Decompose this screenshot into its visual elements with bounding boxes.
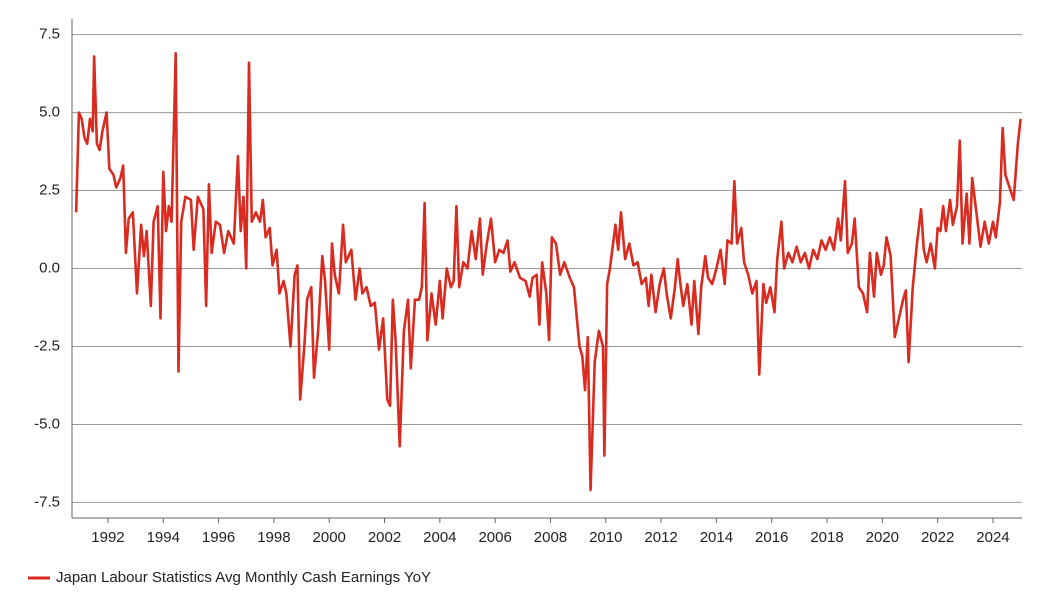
x-tick-label: 2024 — [976, 529, 1009, 546]
line-series — [74, 52, 1022, 492]
x-tick-label: 1992 — [91, 529, 124, 546]
y-tick-label: 0.0 — [39, 259, 60, 276]
x-tick-label: 1996 — [202, 529, 235, 546]
y-tick-label: -7.5 — [34, 493, 60, 510]
x-tick-label: 2004 — [423, 529, 456, 546]
x-tick-label: 2020 — [866, 529, 899, 546]
legend-label: Japan Labour Statistics Avg Monthly Cash… — [56, 569, 431, 586]
x-tick-label: 2014 — [700, 529, 733, 546]
y-tick-label: -5.0 — [34, 415, 60, 432]
x-tick-label: 2016 — [755, 529, 788, 546]
x-tick-label: 2008 — [534, 529, 567, 546]
x-tick-label: 2006 — [478, 529, 511, 546]
x-tick-label: 2012 — [644, 529, 677, 546]
x-tick-label: 2002 — [368, 529, 401, 546]
x-tick-label: 2010 — [589, 529, 622, 546]
y-tick-label: 5.0 — [39, 104, 60, 121]
x-tick-label: 2000 — [313, 529, 346, 546]
x-tick-label: 2018 — [810, 529, 843, 546]
y-tick-label: 7.5 — [39, 26, 60, 43]
x-tick-label: 1994 — [147, 529, 180, 546]
y-tick-label: 2.5 — [39, 182, 60, 199]
x-tick-label: 1998 — [257, 529, 290, 546]
y-tick-label: -2.5 — [34, 337, 60, 354]
x-tick-label: 2022 — [921, 529, 954, 546]
